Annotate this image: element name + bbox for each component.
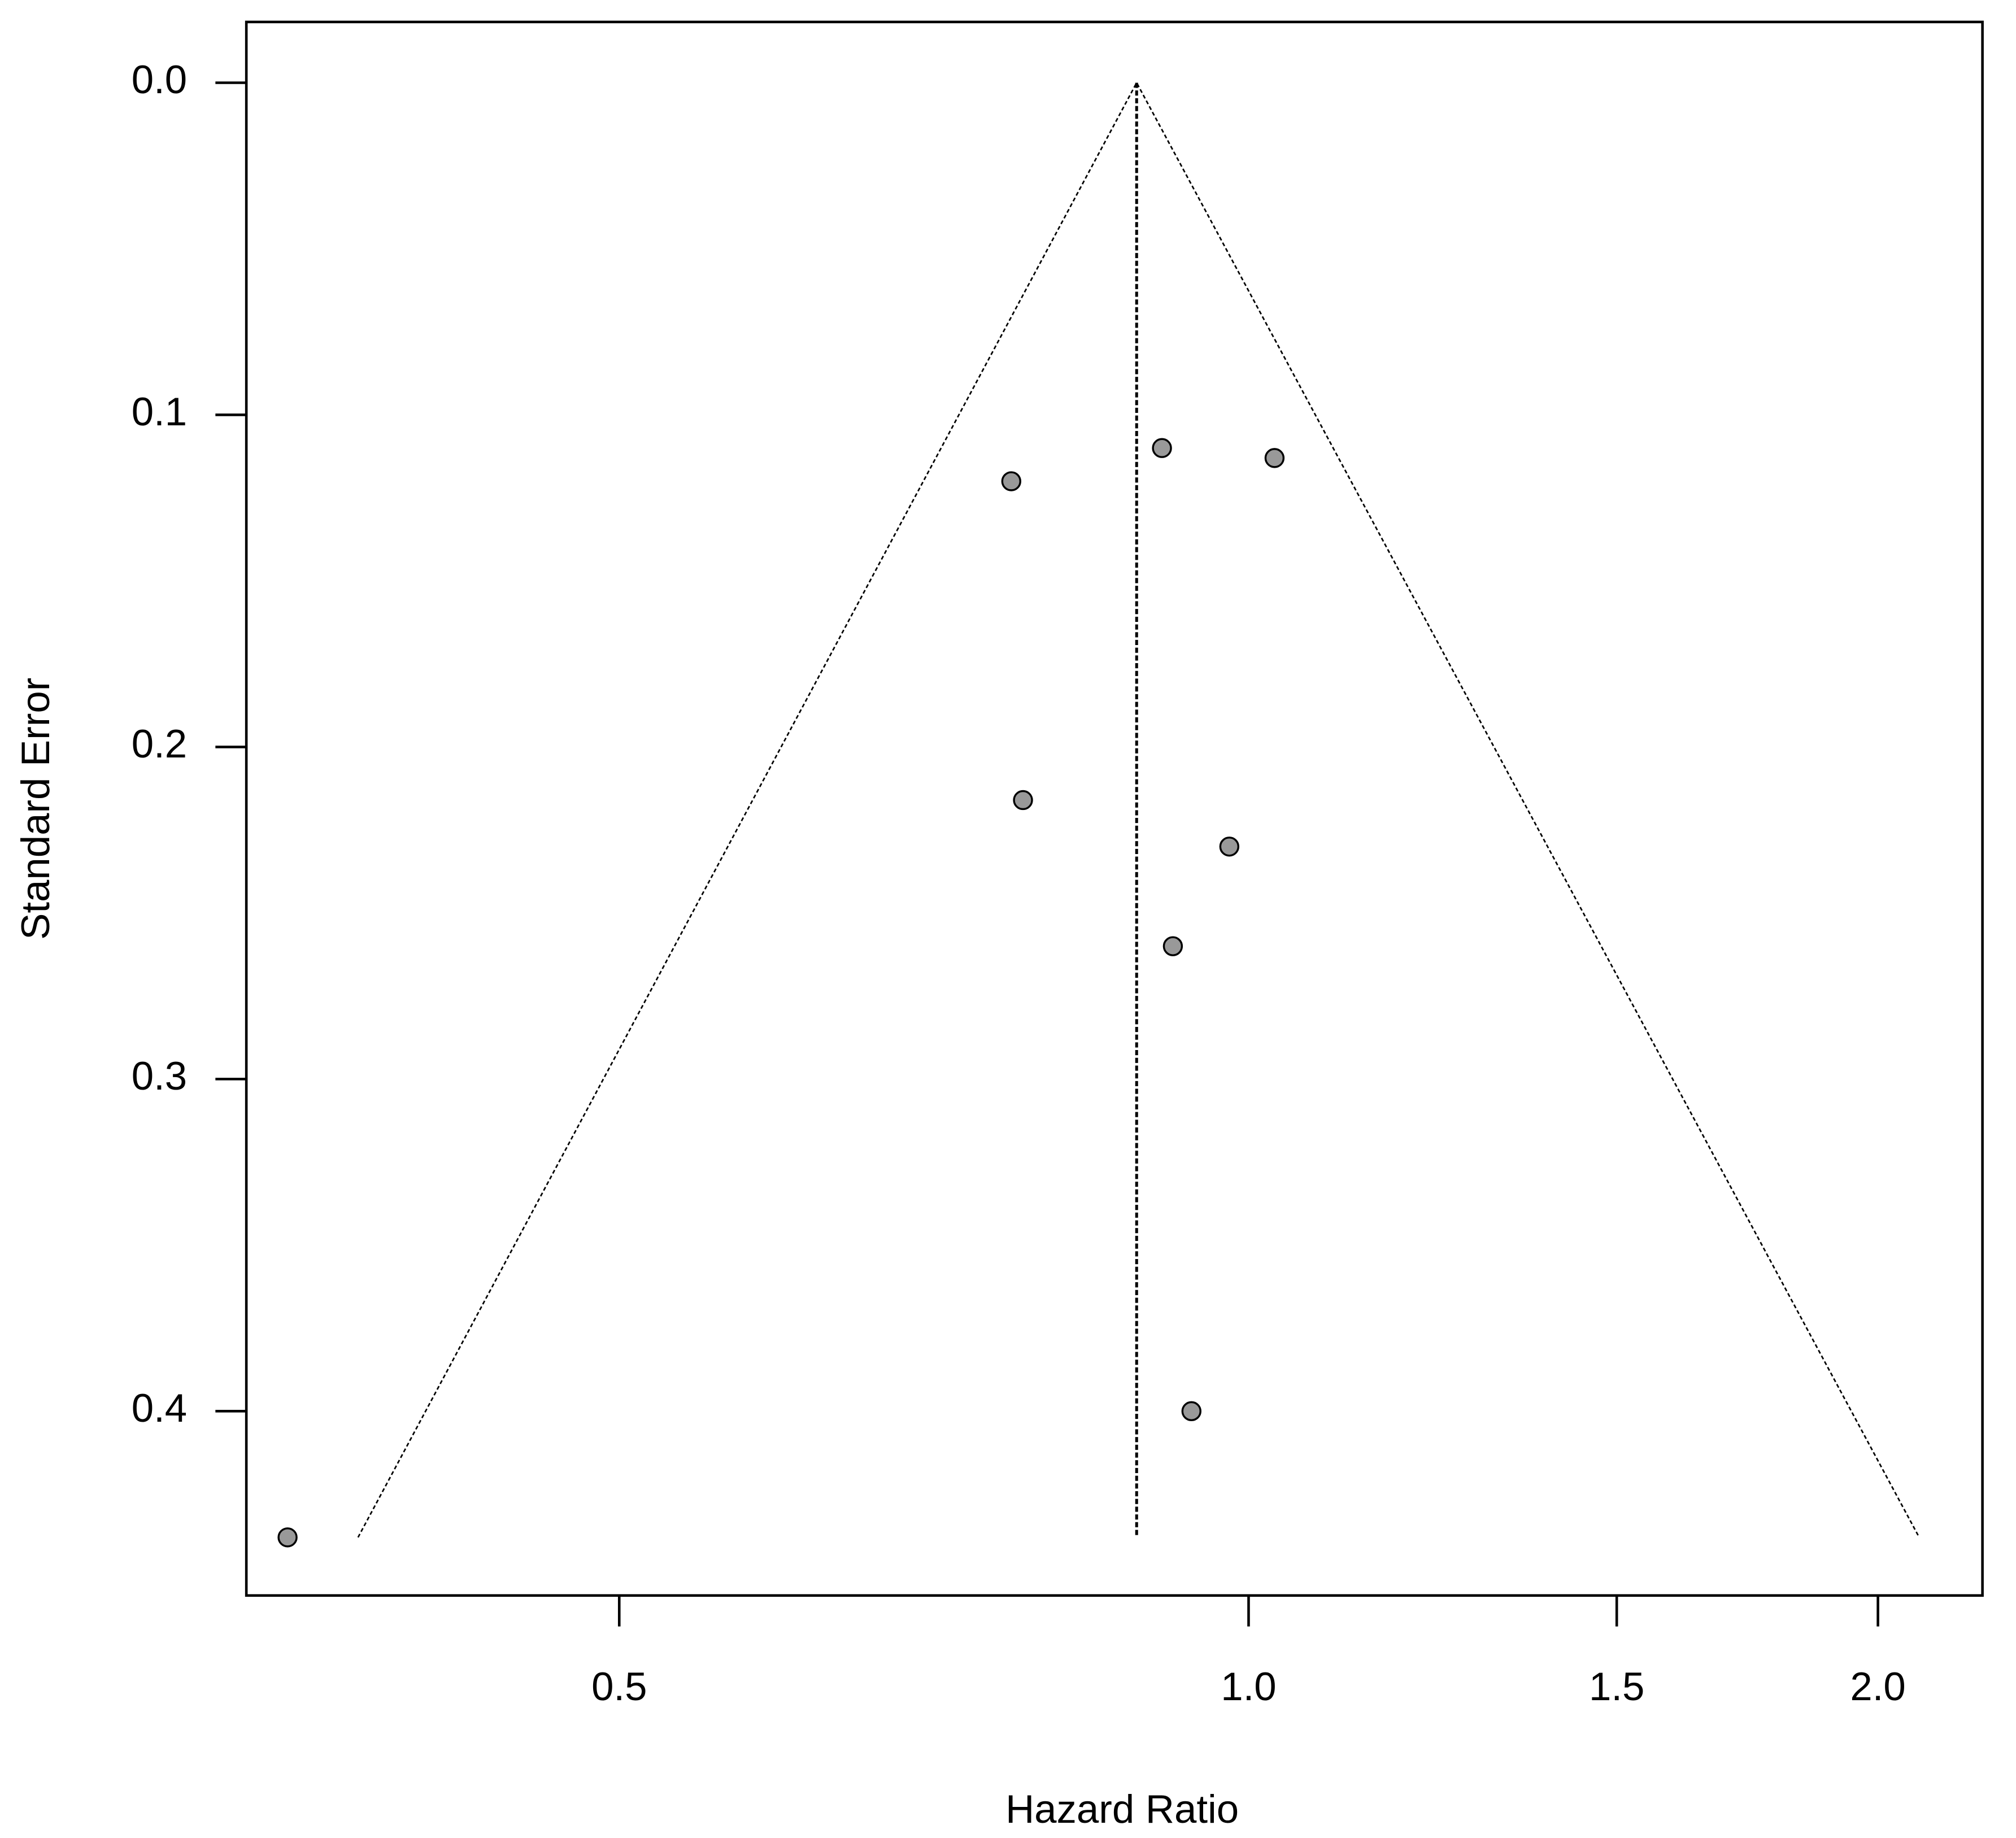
plot-frame (245, 20, 1984, 1597)
y-tick-label: 0.1 (132, 389, 187, 434)
y-tick-label: 0.3 (132, 1053, 187, 1098)
study-point (1264, 448, 1285, 468)
study-point (1001, 471, 1022, 491)
study-point (1162, 936, 1183, 956)
y-tick-label: 0.0 (132, 57, 187, 102)
study-point (1013, 790, 1033, 811)
x-axis-title: Hazard Ratio (1005, 1787, 1239, 1831)
x-tick-label: 2.0 (1850, 1664, 1905, 1709)
y-tick-label: 0.4 (132, 1386, 187, 1430)
study-point (277, 1527, 298, 1548)
study-point (1152, 438, 1172, 458)
x-tick-label: 1.5 (1589, 1664, 1644, 1709)
study-point (1181, 1401, 1201, 1422)
x-tick-label: 1.0 (1221, 1664, 1276, 1709)
x-tick-label: 0.5 (591, 1664, 647, 1709)
y-axis-title: Standard Error (13, 678, 58, 940)
funnel-line (357, 81, 1920, 1538)
y-tick-label: 0.2 (132, 721, 187, 766)
study-point (1219, 837, 1240, 857)
